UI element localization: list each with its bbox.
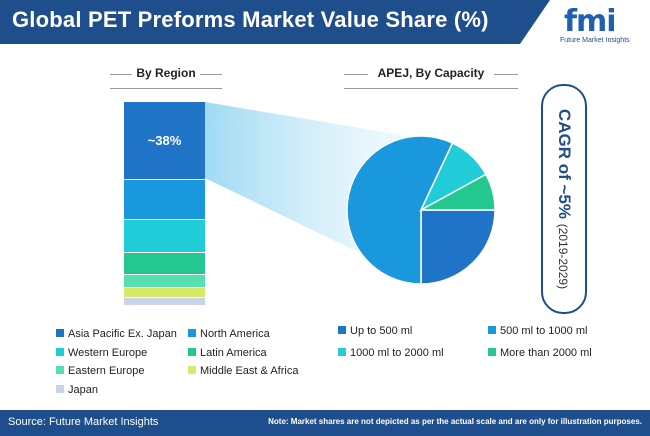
region-title-line-left [110, 74, 132, 75]
bar-segment [124, 179, 205, 220]
title-bar: Global PET Preforms Market Value Share (… [0, 0, 550, 44]
legend-item-1000-2000: 1000 ml to 2000 ml [338, 347, 444, 359]
legend-item-japan: Japan [56, 384, 98, 396]
footer: Source: Future Market Insights Note: Mar… [0, 410, 650, 436]
legend-label: Eastern Europe [68, 365, 145, 377]
legend-swatch [188, 366, 196, 374]
legend-swatch [488, 326, 496, 334]
pie-slice [420, 209, 496, 285]
bar-segment [124, 297, 205, 305]
capacity-title-line-right [494, 74, 518, 75]
cagr-period: (2019-2029) [556, 223, 570, 290]
legend-item-500-1000: 500 ml to 1000 ml [488, 325, 587, 337]
region-title-line-right [200, 74, 222, 75]
legend-item-eastern-europe: Eastern Europe [56, 365, 144, 377]
page-title: Global PET Preforms Market Value Share (… [12, 7, 489, 32]
legend-swatch [56, 329, 64, 337]
legend-item-asia-pacific: Asia Pacific Ex. Japan [56, 328, 177, 340]
bar-segment [124, 287, 205, 297]
header: Global PET Preforms Market Value Share (… [0, 0, 650, 48]
legend-label: North America [200, 328, 270, 340]
bar-segment [124, 275, 205, 287]
legend-swatch [188, 329, 196, 337]
legend-label: 500 ml to 1000 ml [500, 325, 588, 337]
logo-subtitle: Future Market Insights [560, 37, 630, 44]
legend-swatch [488, 348, 496, 356]
legend-label: Western Europe [68, 347, 148, 359]
legend-item-latin-america: Latin America [188, 347, 267, 359]
bar-segment [124, 252, 205, 275]
bar-segment [124, 102, 205, 179]
legend-item-middle-east-africa: Middle East & Africa [188, 365, 298, 377]
legend-label: More than 2000 ml [500, 347, 592, 359]
legend-label: Middle East & Africa [200, 365, 299, 377]
legend-swatch [338, 326, 346, 334]
footer-note: Note: Market shares are not depicted as … [268, 417, 642, 426]
legend-item-western-europe: Western Europe [56, 347, 147, 359]
legend-swatch [56, 348, 64, 356]
title-bar-wedge [520, 0, 550, 44]
pie-slice [420, 173, 496, 211]
legend-label: Latin America [200, 347, 267, 359]
legend-swatch [188, 348, 196, 356]
capacity-title-line-left [344, 74, 368, 75]
footer-source: Source: Future Market Insights [8, 416, 159, 428]
legend-label: Up to 500 ml [350, 325, 413, 337]
bar-data-label: ~38% [147, 132, 182, 148]
pie-slice [346, 135, 454, 285]
legend-swatch [338, 348, 346, 356]
legend-swatch [56, 385, 64, 393]
legend-label: Asia Pacific Ex. Japan [68, 328, 177, 340]
legend-label: 1000 ml to 2000 ml [350, 347, 444, 359]
fmi-logo: fmi Future Market Insights [560, 4, 646, 48]
bar-segment [124, 220, 205, 252]
legend-item-more-2000: More than 2000 ml [488, 347, 592, 359]
region-title-underline [110, 88, 222, 89]
capacity-section-title: APEJ, By Capacity [377, 66, 485, 80]
cagr-label: CAGR of ~5% [555, 108, 574, 219]
region-section-title: By Region [136, 66, 196, 80]
region-stacked-bar: ~38% [124, 102, 205, 306]
cagr-box [541, 84, 587, 314]
capacity-title-underline [344, 88, 518, 89]
logo-mark: fmi [564, 4, 617, 39]
cagr-text: CAGR of ~5% (2019-2029) [554, 109, 574, 289]
legend-item-north-america: North America [188, 328, 270, 340]
legend-item-up-to-500: Up to 500 ml [338, 325, 412, 337]
legend-swatch [56, 366, 64, 374]
legend-label: Japan [68, 384, 98, 396]
